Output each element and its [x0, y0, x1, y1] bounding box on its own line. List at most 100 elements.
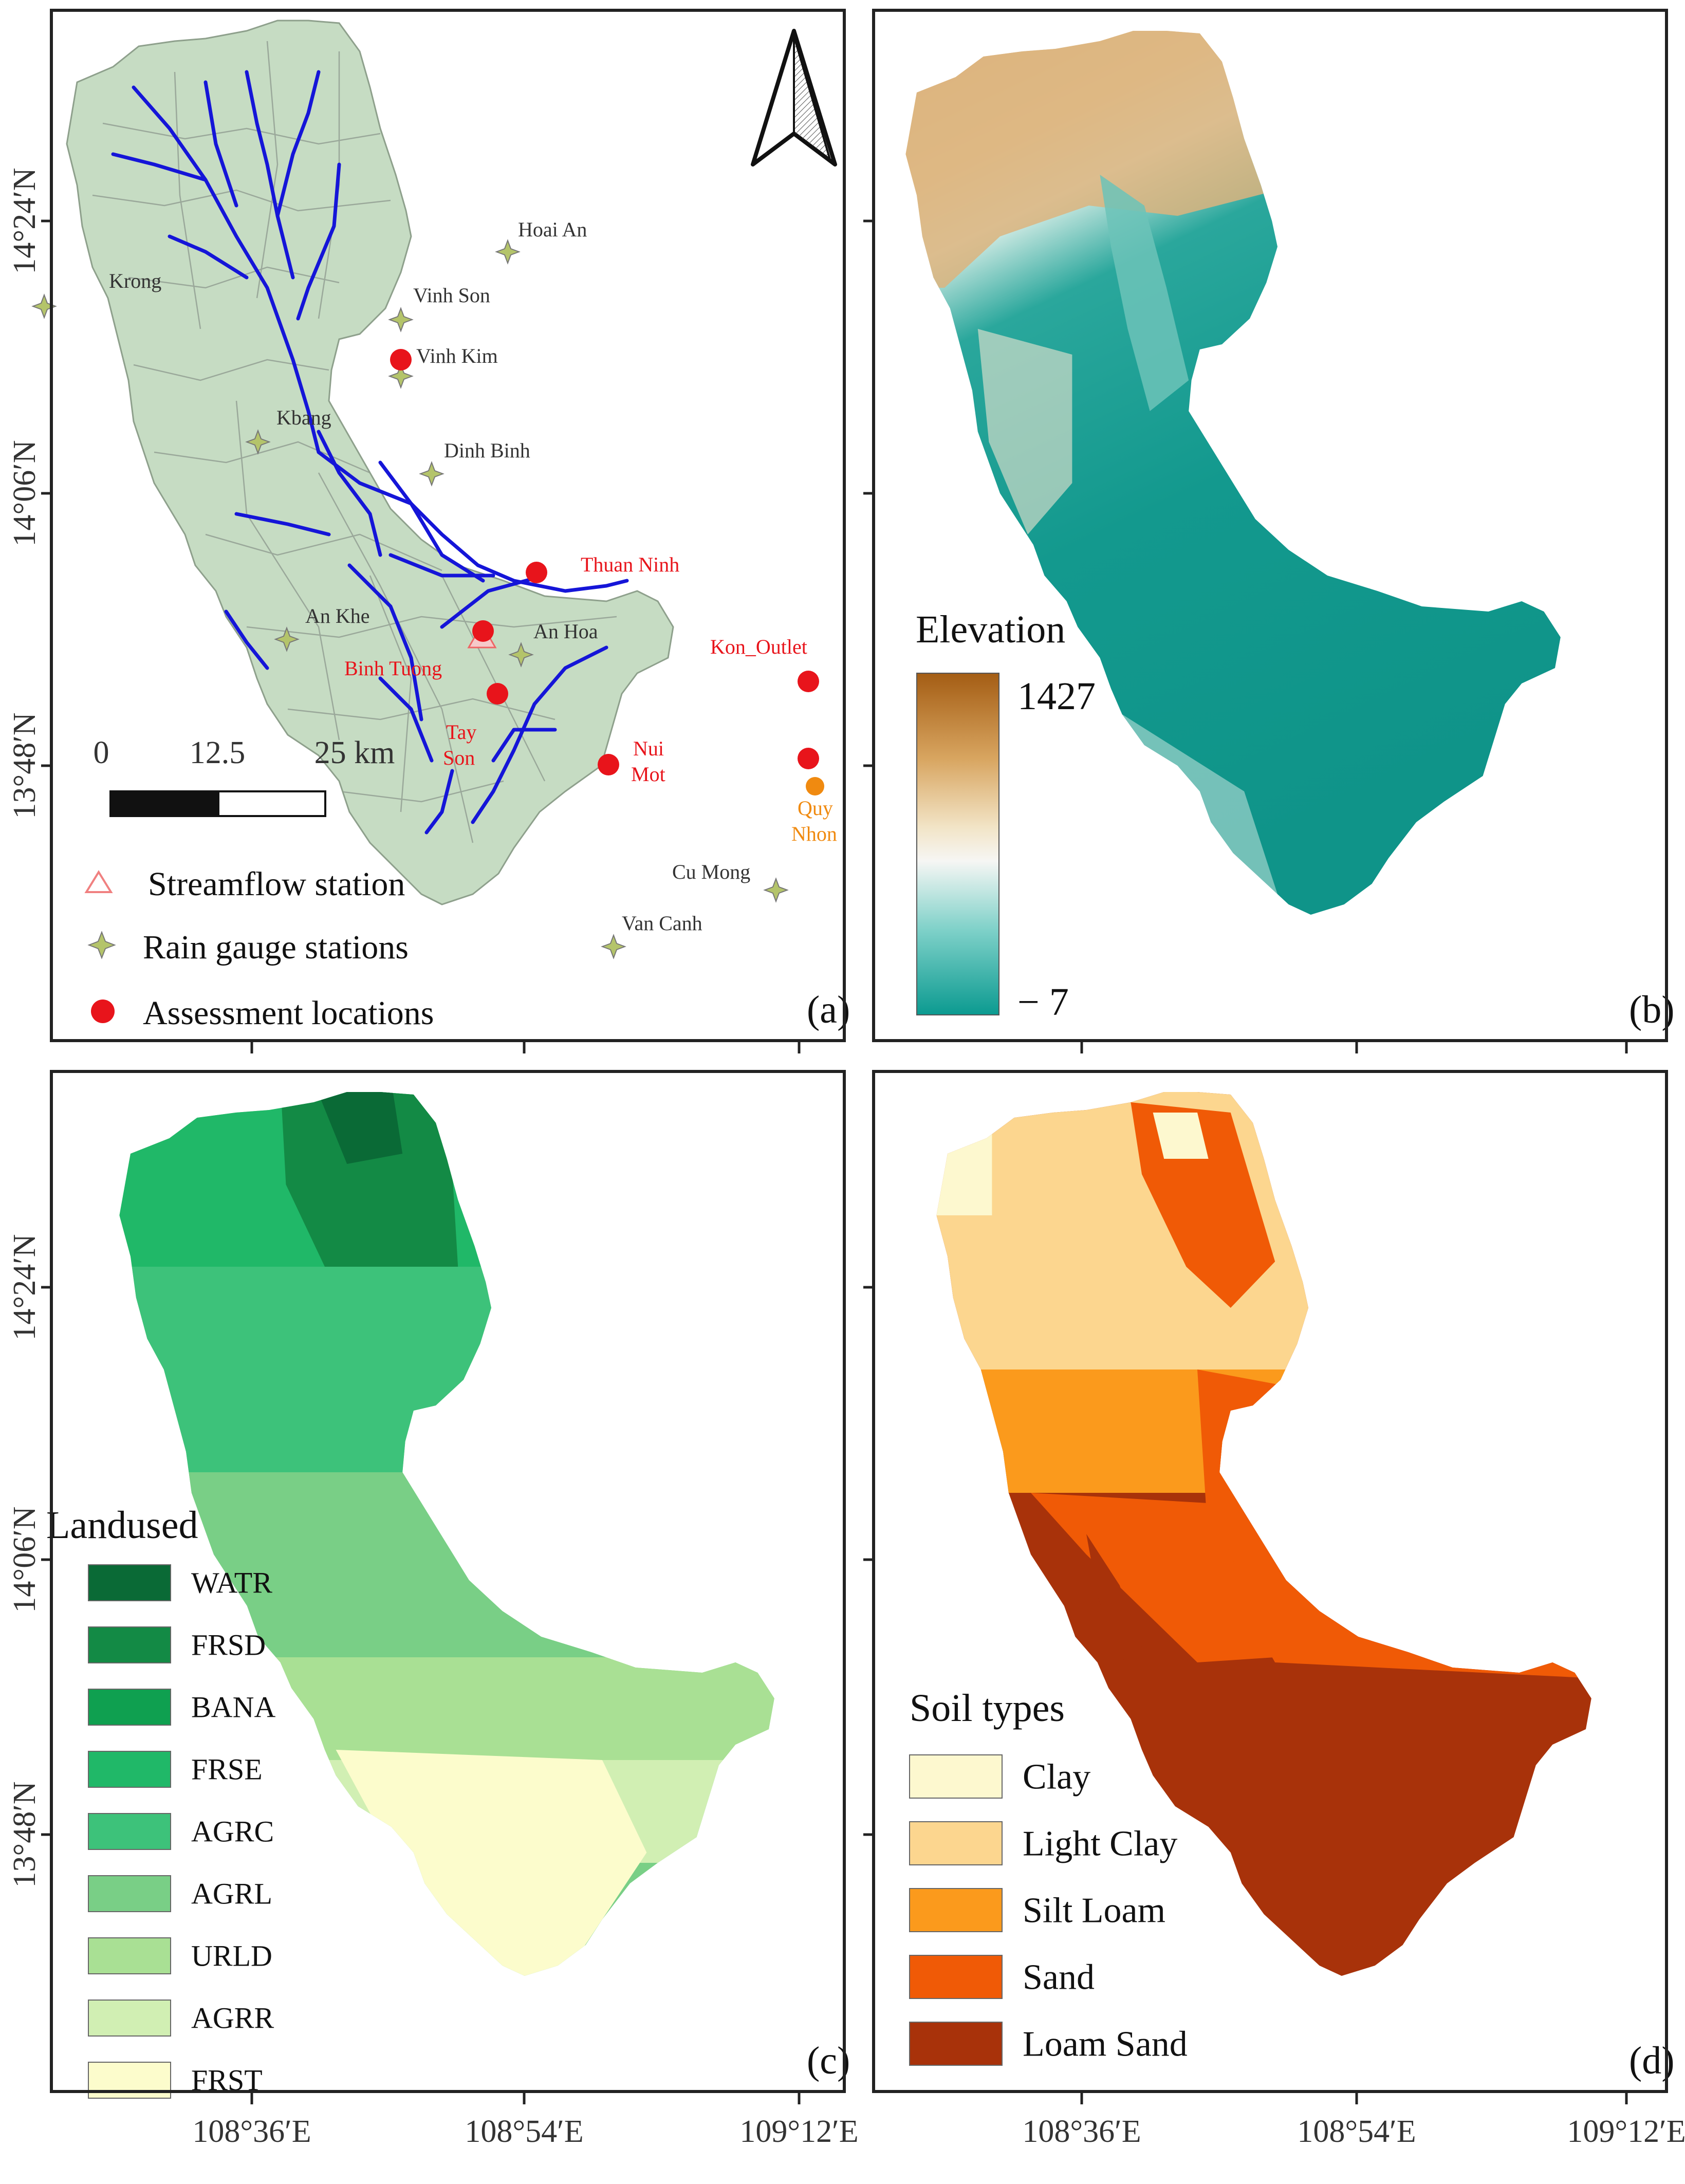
gauge-marker: [274, 626, 300, 652]
gauge-label-kbang: Kbang: [276, 406, 331, 429]
soil-label-clay: Clay: [1023, 1757, 1090, 1797]
legend-streamflow-symbol: [84, 870, 113, 893]
soil-legend-title: Soil types: [910, 1687, 1065, 1730]
elevation-min-label: − 7: [1017, 980, 1069, 1024]
landuse-label-agrc: AGRC: [191, 1815, 274, 1848]
assessment-marker: [487, 683, 508, 705]
scale-bar: 0 12.5 25 km: [94, 735, 395, 817]
assessment-label-tay: Tay: [446, 720, 476, 744]
north-arrow-icon: [751, 29, 837, 166]
assessment-marker: [526, 562, 547, 583]
soil-label-silt-loam: Silt Loam: [1023, 1891, 1165, 1931]
lon-label-10912-right: 109°12′E: [1567, 2114, 1685, 2149]
landuse-label-urld: URLD: [191, 1939, 272, 1973]
gauge-label-vinh-son: Vinh Son: [413, 284, 490, 307]
landuse-swatch-frsd: [88, 1626, 171, 1663]
gauge-marker: [508, 642, 534, 668]
legend-assessment-label: Assessment locations: [143, 994, 434, 1032]
lon-label-10836-left: 108°36′E: [192, 2114, 311, 2149]
latitude-labels: 14°24′N 14°06′N 13°48′N 14°24′N 14°06′N …: [7, 168, 42, 1887]
gauge-label-dinh-binh: Dinh Binh: [444, 439, 530, 462]
assessment-marker: [598, 754, 619, 775]
gauge-marker: [388, 363, 414, 389]
landuse-swatch-bana: [88, 1689, 171, 1726]
assessment-label-son: Son: [443, 746, 475, 769]
lat-label-1406-top: 14°06′N: [7, 440, 42, 546]
panel-a-frame: [50, 9, 846, 1042]
panel-b-frame: [872, 9, 1668, 1042]
gauge-label-vinh-kim: Vinh Kim: [416, 344, 498, 367]
landuse-label-agrl: AGRL: [191, 1877, 272, 1911]
landuse-swatch-agrr: [88, 2000, 171, 2037]
rain-gauge-markers: [31, 239, 789, 959]
assessment-label-mot: Mot: [631, 763, 665, 786]
assessment-label-binh-tuong: Binh Tuong: [344, 657, 442, 680]
elevation-max-label: 1427: [1017, 675, 1096, 718]
lon-label-10854-left: 108°54′E: [465, 2114, 583, 2149]
assessment-marker: [390, 349, 412, 371]
gauge-label-hoai-an: Hoai An: [518, 218, 587, 241]
scale-label-zero: 0: [94, 735, 109, 770]
lat-label-1348-bottom: 13°48′N: [7, 1781, 42, 1887]
panel-d: Soil types Clay Light Clay Silt Loam Sand Lo…: [909, 1092, 1675, 2082]
landuse-label-agrr: AGRR: [191, 2002, 274, 2035]
gauge-marker: [419, 461, 445, 487]
legend-assessment-symbol: [91, 1000, 115, 1023]
soil-label-loam-sand: Loam Sand: [1023, 2025, 1188, 2064]
gauge-marker: [388, 307, 414, 332]
gauge-label-krong: Krong: [109, 269, 161, 292]
panel-a: 0 12.5 25 km Hoai An Krong Vinh Son Vinh…: [31, 20, 850, 1032]
lon-label-10912-left: 109°12′E: [739, 2114, 858, 2149]
lat-label-1348-top: 13°48′N: [7, 712, 42, 819]
gauge-marker: [495, 239, 521, 265]
landuse-label-frsd: FRSD: [191, 1628, 266, 1662]
landuse-swatch-watr: [88, 1564, 171, 1601]
panel-d-frame: [872, 1070, 1668, 2093]
legend-gauge-symbol: [87, 931, 116, 959]
landuse-label-watr: WATR: [191, 1566, 272, 1600]
assessment-marker: [798, 748, 819, 769]
landuse-swatch-urld: [88, 1937, 171, 1974]
soil-legend: Clay Light Clay Silt Loam Sand Loam Sand: [909, 1754, 1188, 2066]
elevation-color-ramp: [916, 673, 999, 1015]
legend-gauge-label: Rain gauge stations: [143, 929, 409, 966]
landuse-label-frse: FRSE: [191, 1753, 263, 1786]
soil-swatch-loam-sand: [909, 2022, 1003, 2066]
soil-swatch-clay: [909, 1754, 1003, 1799]
landuse-swatch-frse: [88, 1751, 171, 1788]
legend-panel-a: Streamflow station Rain gauge stations A…: [84, 865, 434, 1032]
quy-nhon-marker: [806, 777, 824, 795]
gauge-label-van-canh: Van Canh: [622, 912, 702, 935]
lat-label-1424-bottom: 14°24′N: [7, 1234, 42, 1340]
assessment-label-nui: Nui: [633, 737, 664, 760]
landuse-swatch-agrl: [88, 1875, 171, 1912]
scale-label-mid: 12.5: [190, 735, 246, 770]
gauge-marker: [245, 429, 271, 455]
assessment-label-kon-outlet: Kon_Outlet: [710, 635, 807, 658]
gauge-marker: [763, 877, 789, 903]
lon-label-10854-right: 108°54′E: [1297, 2114, 1416, 2149]
longitude-labels: 108°36′E 108°54′E 109°12′E 108°36′E 108°…: [192, 2114, 1685, 2149]
label-nhon: Nhon: [791, 822, 837, 845]
gauge-label-cu-mong: Cu Mong: [672, 860, 750, 883]
label-quy: Quy: [798, 797, 833, 820]
gauge-label-an-hoa: An Hoa: [533, 620, 598, 643]
soil-swatch-light-clay: [909, 1821, 1003, 1865]
assessment-marker: [472, 620, 494, 642]
lon-label-10836-right: 108°36′E: [1022, 2114, 1141, 2149]
assessment-markers: [390, 349, 819, 775]
panel-c-frame: [50, 1070, 846, 2093]
assessment-marker: [798, 671, 819, 692]
elevation-legend-title: Elevation: [916, 608, 1065, 651]
landuse-swatch-agrc: [88, 1813, 171, 1850]
gauge-marker: [601, 934, 626, 959]
soil-swatch-sand: [909, 1955, 1003, 1999]
lat-label-1424-top: 14°24′N: [7, 168, 42, 274]
soil-label-light-clay: Light Clay: [1023, 1824, 1177, 1864]
panel-b: Elevation 1427 − 7 (b): [905, 31, 1675, 1031]
subbasin-boundaries: [92, 41, 617, 843]
landuse-legend-title: Landused: [46, 1504, 198, 1547]
scale-label-end: 25 km: [314, 735, 395, 770]
